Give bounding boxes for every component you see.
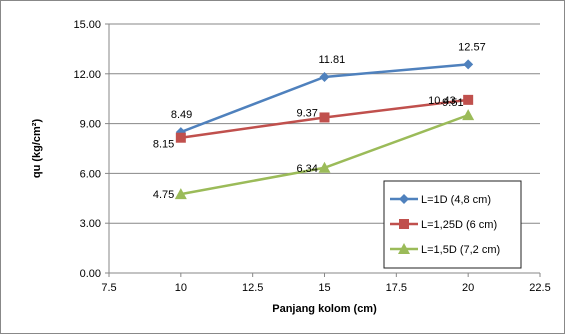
x-tick-label-1: 10 [175,282,187,294]
data-label-s3-1: 4.75 [153,189,174,201]
y-tick-label-1: 3.00 [80,218,101,230]
y-tick-label-3: 9.00 [80,119,101,131]
data-label-s1-2: 11.81 [319,54,346,66]
data-point-s1-3 [463,59,474,70]
data-point-s1-2 [319,71,330,82]
data-label-s1-1: 8.49 [171,109,192,121]
y-axis-title: qu (kg/cm²) [31,119,43,179]
data-label-s3-2: 6.34 [297,163,318,175]
legend-marker-2 [399,219,409,229]
x-tick-label-2: 12.5 [242,282,263,294]
data-point-s2-2 [319,112,330,123]
series-lines [174,59,475,200]
data-label-s2-3: 10.43 [428,95,456,107]
y-tick-label-4: 12.00 [73,69,101,81]
legend: L=1D (4,8 cm) L=1,25D (6 cm) L=1,5D (7,2 c… [383,180,522,269]
data-point-s3-3 [462,109,475,121]
legend-label-3: L=1,5D (7,2 cm) [421,244,500,256]
x-tick-label-6: 22.5 [529,282,550,294]
x-axis-title: Panjang kolom (cm) [272,303,377,315]
data-point-s3-2 [318,161,331,173]
x-tick-label-3: 15 [318,282,330,294]
data-point-s2-1 [175,132,186,143]
x-tick-label-4: 17.5 [386,282,407,294]
data-labels: 8.49 11.81 12.57 8.15 9.37 10.43 4.75 6.34 9.51 [153,41,486,201]
y-tick-label-0: 0.00 [80,268,101,280]
y-tick-label-5: 15.00 [73,19,101,31]
x-tick-label-5: 20 [462,282,474,294]
data-label-s2-1: 8.15 [153,139,174,151]
x-tick-label-0: 7.5 [101,282,116,294]
legend-marker-1 [399,194,409,204]
legend-label-2: L=1,25D (6 cm) [421,219,497,231]
y-tick-label-2: 6.00 [80,168,101,180]
axes [105,23,541,277]
data-point-s3-1 [174,188,187,200]
legend-marker-3 [398,243,410,254]
data-point-s2-3 [463,94,474,105]
data-label-s2-2: 9.37 [297,107,318,119]
tick-labels: 0.00 3.00 6.00 9.00 12.00 15.00 7.5 10 12.5 15 17.… [73,19,550,294]
legend-label-1: L=1D (4,8 cm) [421,194,491,206]
data-label-s3-3: 9.51 [442,97,463,109]
data-label-s1-3: 12.57 [458,41,486,53]
